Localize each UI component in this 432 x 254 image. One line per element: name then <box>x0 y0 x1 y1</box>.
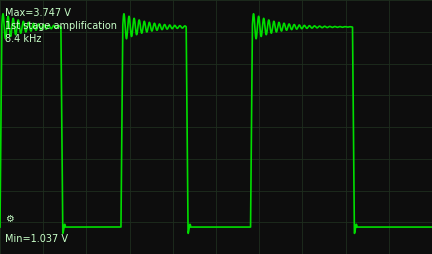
Text: Min=1.037 V: Min=1.037 V <box>5 234 68 244</box>
Text: Max=3.747 V
1st stage amplification
8.4 kHz: Max=3.747 V 1st stage amplification 8.4 … <box>5 8 117 44</box>
Text: ⚙: ⚙ <box>5 214 14 224</box>
